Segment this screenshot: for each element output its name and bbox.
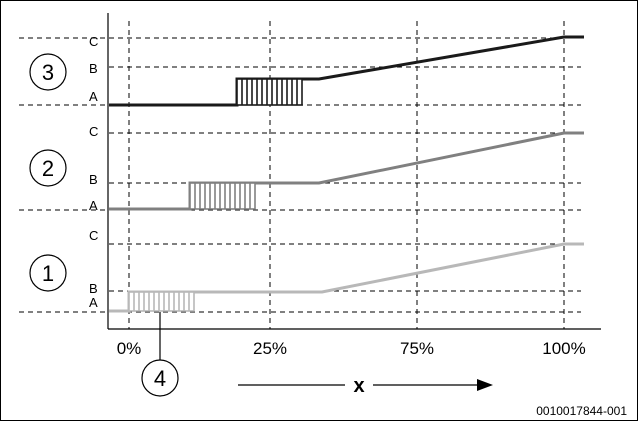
svg-text:2: 2 (42, 156, 54, 181)
vertical-gridlines (128, 21, 565, 329)
level-label-2C: C (89, 124, 98, 139)
hatched-block-3 (236, 78, 303, 106)
tick-label-25: 25% (253, 339, 287, 358)
hatched-block-2 (189, 182, 256, 210)
hatch3-outline (236, 78, 303, 106)
x-axis-label: x (353, 375, 364, 397)
hatch2-outline (189, 182, 256, 210)
level-label-2A: A (89, 198, 98, 213)
level-label-3C: C (89, 34, 98, 49)
svg-text:4: 4 (154, 366, 166, 391)
curve-2 (109, 131, 584, 211)
callout-4: 4 (141, 312, 179, 397)
callout-1: 1 (29, 254, 67, 292)
level-label-3B: B (89, 61, 98, 76)
level-label-1A: A (89, 295, 98, 310)
tick-label-100: 100% (542, 339, 585, 358)
callout-2: 2 (29, 149, 67, 187)
x-arrow-head (477, 379, 493, 391)
level-label-3A: A (89, 89, 98, 104)
figure-code: 0010017844-001 (536, 404, 627, 418)
hatch1-outline (128, 291, 195, 312)
curve-3 (109, 35, 584, 107)
callout-3: 3 (29, 53, 67, 91)
curve-1 (109, 242, 584, 313)
svg-text:3: 3 (42, 60, 54, 85)
tick-label-75: 75% (400, 339, 434, 358)
level-label-1C: C (89, 228, 98, 243)
level-label-1B: B (89, 281, 98, 296)
tick-label-0: 0% (117, 339, 142, 358)
svg-text:1: 1 (42, 261, 54, 286)
level-label-2B: B (89, 172, 98, 187)
hatched-block-1 (128, 291, 195, 312)
